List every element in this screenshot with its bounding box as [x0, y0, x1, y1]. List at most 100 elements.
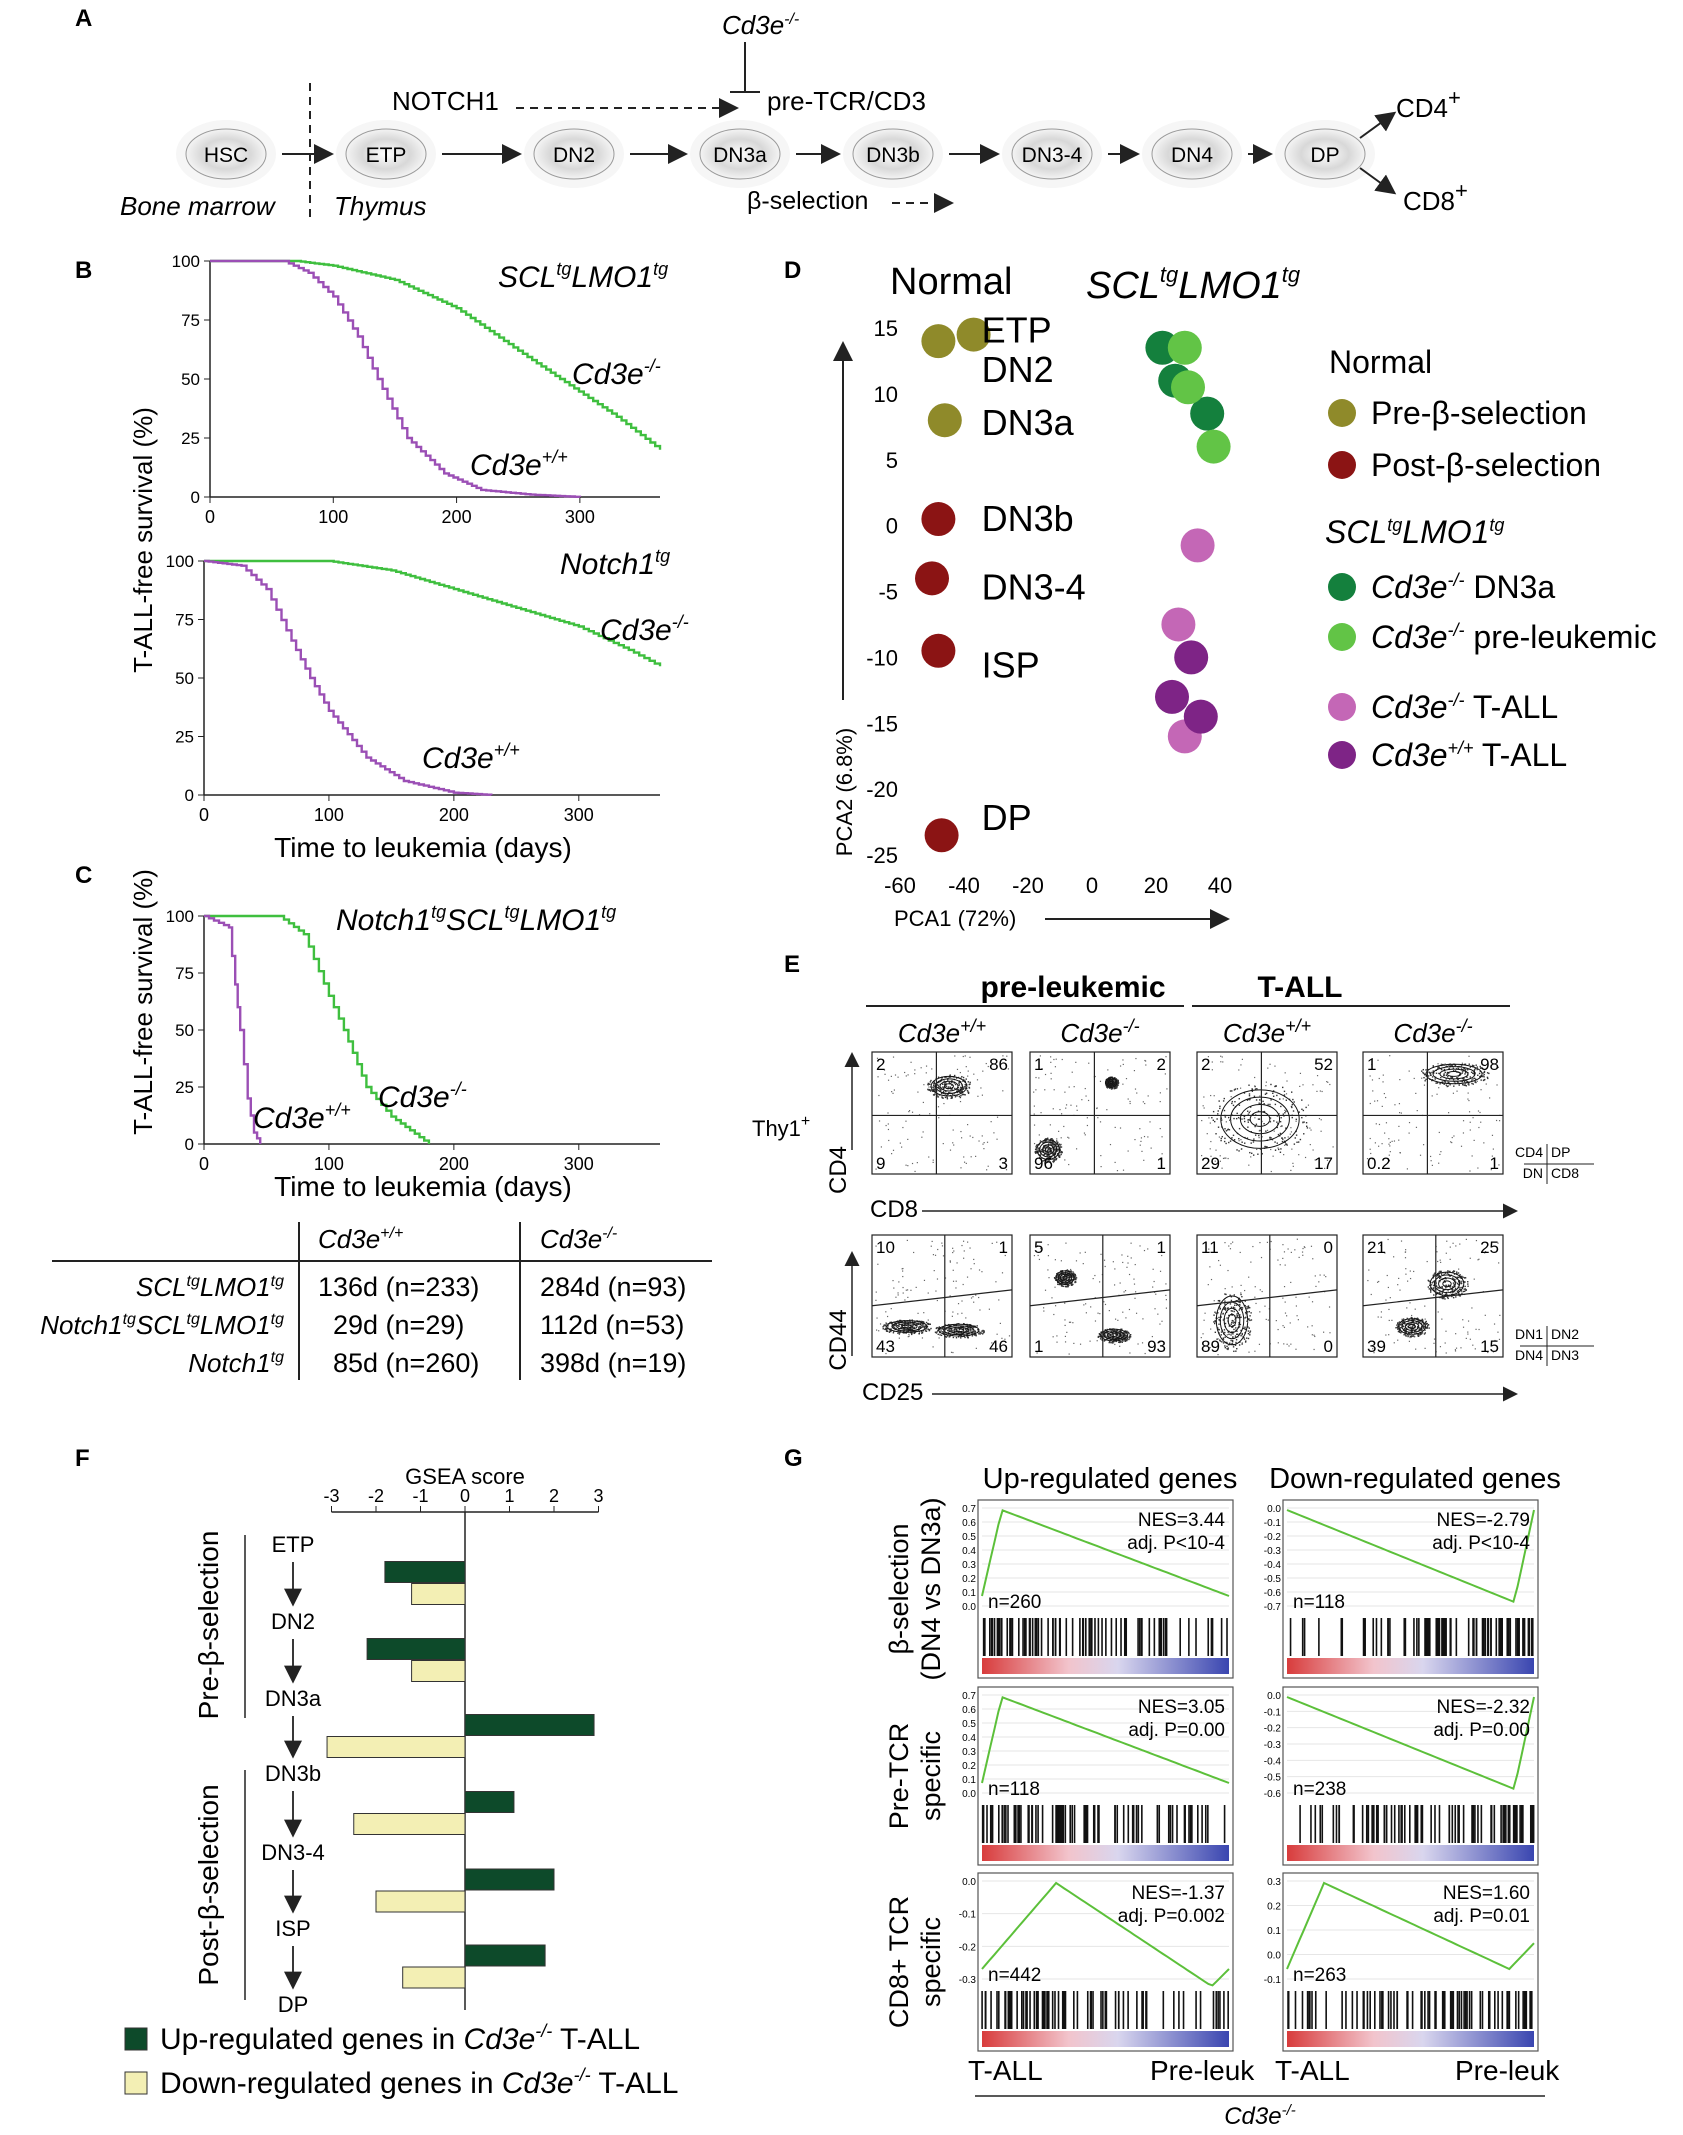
gsea-y-tick: 0.0 — [962, 1789, 976, 1800]
e-header-tall: T-ALL — [1258, 971, 1343, 1004]
panel-label-c: C — [75, 862, 92, 889]
survival-curve-Cd3e-/- — [204, 559, 662, 667]
legend-title-normal: Normal — [1329, 344, 1432, 380]
facs-y-cd4: CD4 — [825, 1146, 852, 1194]
y-tick-label: 10 — [874, 382, 898, 407]
pca-stage-label: DN3-4 — [982, 567, 1086, 608]
gsea-bar — [402, 1966, 466, 1989]
quadrant-value: 0 — [1324, 1337, 1333, 1356]
y-tick-label: 0 — [886, 514, 898, 539]
pca-stage-label: DN3a — [982, 402, 1075, 443]
x-tick-label: -60 — [884, 873, 916, 898]
stage-dn3-4: DN3-4 — [1002, 120, 1102, 188]
table-cell: 85d (n=260) — [333, 1348, 479, 1378]
stage-label: DN3b — [265, 1761, 321, 1786]
gene-set-size: n=118 — [988, 1779, 1040, 1800]
pca-stage-label: ISP — [982, 644, 1040, 685]
facs-plot: 10 1 43 46 — [871, 1234, 1013, 1358]
panel-label-f: F — [75, 1445, 90, 1472]
quadrant-value: 98 — [1480, 1055, 1499, 1074]
quadrant-key-1: CD4 DP DN CD8 — [1515, 1144, 1594, 1184]
adj-p-value: adj. P<10-4 — [1432, 1533, 1530, 1554]
g-col-down: Down-regulated genes — [1269, 1463, 1561, 1495]
gsea-row-label: (DN4 vs DN3a) — [916, 1497, 946, 1680]
stage-etp: ETP — [336, 120, 436, 188]
y-tick-label: 5 — [886, 448, 898, 473]
y-tick-label: 0 — [191, 488, 200, 507]
d-x-axis-label: PCA1 (72%) — [894, 906, 1016, 931]
quadrant-value: 21 — [1367, 1238, 1386, 1257]
stage-dn3b: DN3b — [843, 120, 943, 188]
panel-label-d: D — [784, 257, 801, 284]
legend-swatch — [1328, 623, 1356, 651]
y-tick-label: 50 — [175, 669, 194, 688]
legend-swatch — [1328, 451, 1356, 479]
y-tick-label: -10 — [866, 645, 898, 670]
svg-text:CD8: CD8 — [1551, 1165, 1579, 1181]
gsea-bar — [464, 1714, 595, 1736]
legend-label: Cd3e+/+ T-ALL — [1371, 737, 1567, 773]
gsea-y-tick: 0.7 — [962, 1691, 976, 1702]
quadrant-value: 0.2 — [1367, 1154, 1391, 1173]
pca-point-pre — [956, 317, 991, 352]
gsea-y-tick: -0.1 — [1264, 1518, 1282, 1529]
table-cell: 29d (n=29) — [333, 1310, 464, 1340]
quadrant-value: 0 — [1324, 1238, 1333, 1257]
quadrant-value: 15 — [1480, 1337, 1499, 1356]
pca-point-pre — [927, 403, 962, 438]
c-title: Notch1tgSCLtgLMO1tg — [336, 902, 616, 937]
quadrant-value: 86 — [989, 1055, 1008, 1074]
gsea-y-tick: 0.4 — [962, 1733, 976, 1744]
table-row-name: Notch1tg — [188, 1348, 284, 1378]
survival-curve-Cd3e+/+ — [210, 259, 582, 498]
gsea-y-tick: -0.7 — [1264, 1602, 1282, 1613]
adj-p-value: adj. P<10-4 — [1127, 1533, 1225, 1554]
f-axis-title: GSEA score — [405, 1464, 525, 1489]
pca-point-pre — [921, 324, 956, 359]
survival-curve-Cd3e+/+ — [204, 914, 262, 1144]
stage-label: HSC — [204, 144, 248, 167]
quadrant-value: 1 — [1490, 1154, 1499, 1173]
y-tick-label: 50 — [175, 1021, 194, 1040]
b-top-title: SCLtgLMO1tg — [498, 259, 668, 294]
f-group-pre: Pre-β-selection — [193, 1531, 224, 1720]
gsea-y-tick: -0.2 — [1264, 1724, 1282, 1735]
c-y-axis-label: T-ALL-free survival (%) — [128, 869, 158, 1135]
pca-stage-label: DN2 — [982, 349, 1054, 390]
stage-label: DN3b — [866, 144, 920, 167]
stage-dn2: DN2 — [524, 120, 624, 188]
legend-swatch — [1328, 693, 1356, 721]
pca-point-wt_tall — [1183, 699, 1218, 734]
rank-gradient — [982, 2031, 1229, 2047]
x-tick-label: -1 — [412, 1486, 428, 1506]
rank-gradient — [1287, 1658, 1534, 1674]
stage-label: DN3a — [265, 1686, 322, 1711]
stage-label: DP — [278, 1992, 309, 2017]
survival-curve-Cd3e+/+ — [204, 559, 493, 796]
pca-point-pre_leuk — [1167, 330, 1202, 365]
quadrant-value: 17 — [1314, 1154, 1333, 1173]
b-y-axis-label: T-ALL-free survival (%) — [128, 407, 158, 673]
x-tick-label: 0 — [199, 805, 209, 825]
beta-selection-label: β-selection — [747, 187, 868, 215]
facs-column-header: Cd3e-/- — [1060, 1016, 1139, 1048]
x-tick-label: 40 — [1208, 873, 1232, 898]
stage-dp: DP — [1275, 120, 1375, 188]
y-tick-label: 100 — [166, 552, 194, 571]
enrichment-curve — [981, 1508, 1230, 1597]
x-tick-label: -40 — [948, 873, 980, 898]
svg-text:DN: DN — [1523, 1165, 1543, 1181]
x-tick-label: 1 — [504, 1486, 514, 1506]
x-tick-label: 200 — [439, 1154, 469, 1174]
gsea-y-tick: 0.1 — [962, 1775, 976, 1786]
table-cell: 284d (n=93) — [540, 1272, 686, 1302]
quadrant-value: 10 — [876, 1238, 895, 1257]
svg-text:DP: DP — [1551, 1144, 1570, 1160]
gsea-y-tick: -0.3 — [1264, 1740, 1282, 1751]
adj-p-value: adj. P=0.01 — [1433, 1906, 1530, 1927]
facs-column-header: Cd3e+/+ — [1223, 1016, 1311, 1048]
quadrant-key-2: DN1 DN2 DN4 DN3 — [1515, 1326, 1594, 1366]
d-y-axis-label: PCA2 (6.8%) — [832, 728, 857, 856]
